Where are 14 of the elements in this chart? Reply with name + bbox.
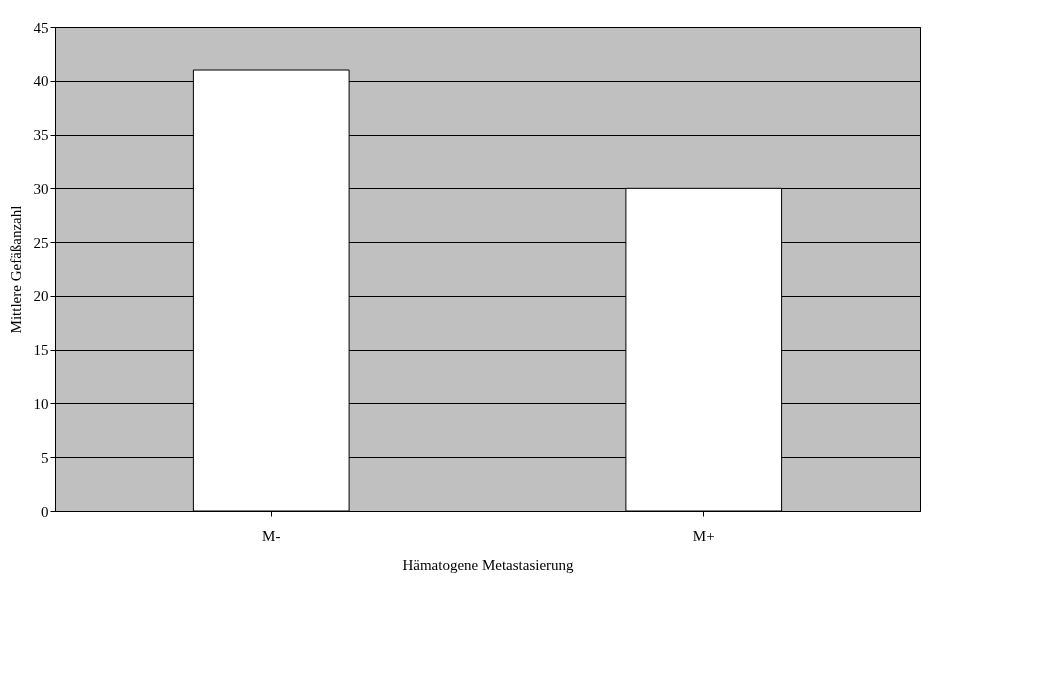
y-tick-label: 25 [33,234,49,251]
y-tick-label: 45 [33,19,49,36]
x-tick-label: M- [262,527,281,544]
y-tick-label: 35 [33,127,49,144]
y-tick-label: 15 [33,342,49,359]
y-tick-label: 30 [33,180,49,197]
y-tick-label: 5 [41,449,49,466]
y-tick-label: 20 [33,288,49,305]
y-tick-label: 10 [33,395,49,412]
y-axis-title: Mittlere Gefäßanzahl [7,205,24,334]
x-axis-title: Hämatogene Metastasierung [402,556,575,573]
y-tick-label: 0 [41,503,49,520]
x-tick-label: M+ [692,527,715,544]
y-tick-label: 40 [33,73,49,90]
